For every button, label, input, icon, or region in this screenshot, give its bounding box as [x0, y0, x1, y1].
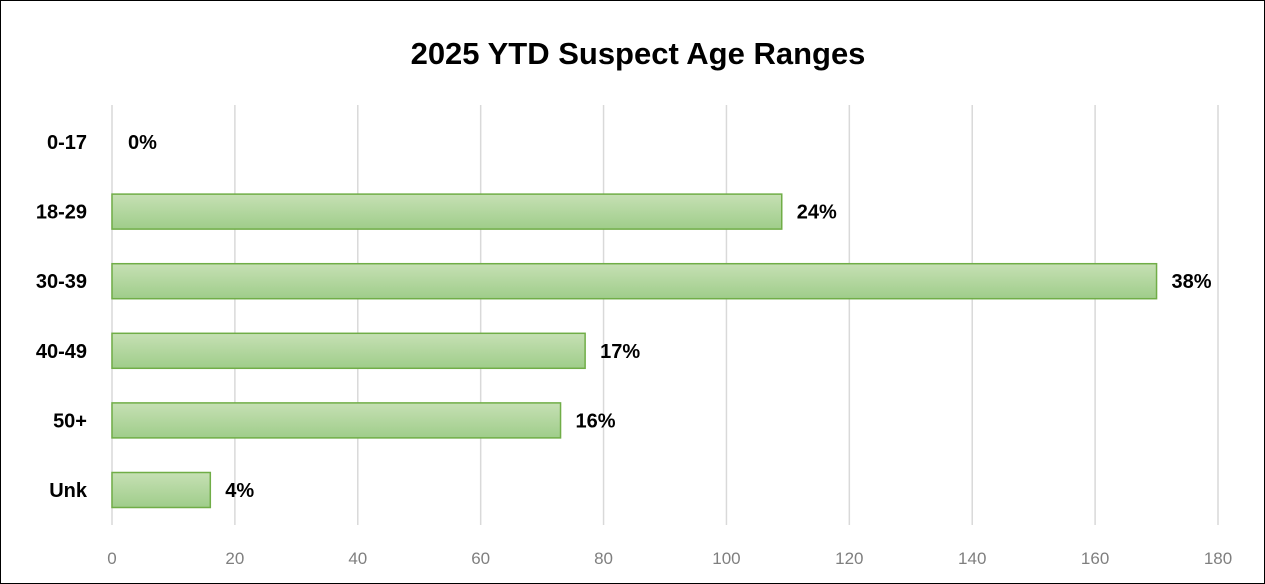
x-tick-label: 140 — [958, 549, 986, 568]
x-tick-label: 60 — [471, 549, 490, 568]
data-label: 16% — [576, 410, 616, 432]
bar — [111, 332, 586, 370]
x-tick-label: 120 — [835, 549, 863, 568]
bar — [111, 193, 783, 230]
x-axis-ticks: 0 20 40 60 80 100 120 140 160 180 — [107, 549, 1232, 568]
x-tick-label: 0 — [107, 549, 116, 568]
category-label: Unk — [49, 480, 88, 502]
bar — [111, 262, 1158, 300]
bar — [111, 402, 562, 439]
x-tick-label: 180 — [1204, 549, 1232, 568]
category-label: 18-29 — [36, 202, 87, 224]
category-label: 50+ — [53, 410, 87, 432]
bar-layer — [111, 193, 1158, 509]
category-label: 40-49 — [36, 341, 87, 363]
bar — [111, 471, 212, 509]
x-tick-label: 20 — [225, 549, 244, 568]
x-tick-label: 160 — [1081, 549, 1109, 568]
category-label: 30-39 — [36, 271, 87, 293]
grid-layer — [111, 105, 1219, 525]
data-label: 4% — [225, 480, 254, 502]
x-tick-label: 80 — [594, 549, 613, 568]
category-label: 0-17 — [47, 132, 87, 154]
chart-title: 2025 YTD Suspect Age Ranges — [411, 36, 866, 71]
x-tick-label: 40 — [348, 549, 367, 568]
x-tick-label: 100 — [712, 549, 740, 568]
data-label: 38% — [1172, 271, 1212, 293]
label-layer: 0-17 0% 18-29 24% 30-39 38% 40-49 17% 50+ 16% Unk 4… — [36, 132, 1212, 502]
data-label: 17% — [600, 341, 640, 363]
data-label: 24% — [797, 202, 837, 224]
data-label: 0% — [128, 132, 157, 154]
